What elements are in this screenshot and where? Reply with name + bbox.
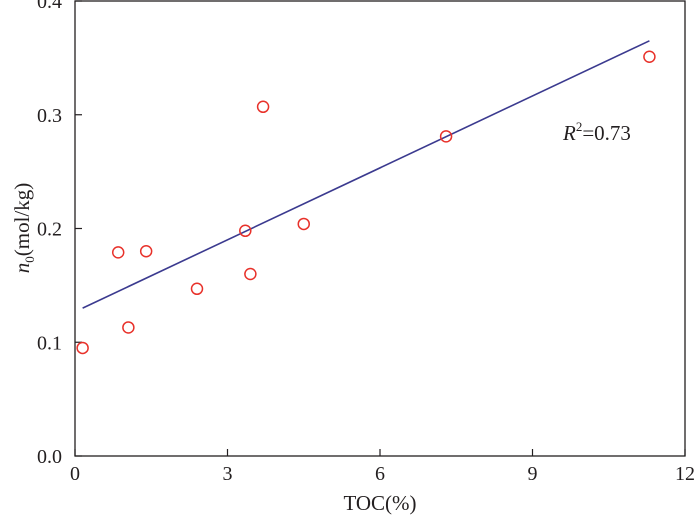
x-tick-label: 6 — [375, 463, 385, 485]
r-squared-value: =0.73 — [582, 121, 631, 145]
y-tick-label: 0.2 — [37, 219, 62, 241]
y-tick-label: 0.3 — [37, 105, 62, 127]
data-point — [439, 130, 453, 143]
data-point — [190, 282, 204, 296]
x-tick-label: 0 — [70, 463, 80, 485]
y-axis-label-unit: (mol/kg) — [10, 183, 34, 257]
x-tick-label: 9 — [528, 463, 538, 485]
y-axis-label-subscript: 0 — [22, 256, 37, 263]
y-tick-label: 0.1 — [37, 332, 62, 354]
regression-line — [82, 40, 650, 309]
data-point — [111, 246, 125, 259]
data-point — [239, 224, 252, 238]
plot-frame — [74, 0, 686, 457]
data-point — [122, 321, 135, 334]
y-tick-label: 0.4 — [37, 0, 62, 13]
data-point — [76, 341, 89, 355]
x-tick-label: 3 — [223, 463, 233, 485]
data-point — [297, 217, 310, 231]
y-axis-label: n0(mol/kg) — [10, 183, 37, 274]
r-squared-superscript: 2 — [576, 119, 583, 134]
y-axis-label-main: n — [10, 263, 34, 274]
y-tick-label: 0.0 — [37, 446, 62, 468]
x-axis-ticks: 0 3 6 9 12 — [70, 449, 695, 485]
data-point — [256, 100, 270, 114]
data-point — [139, 245, 153, 258]
y-axis-ticks: 0.0 0.1 0.2 0.3 0.4 — [37, 0, 82, 468]
data-point — [643, 50, 656, 63]
r-squared-annotation: R2=0.73 — [562, 119, 631, 145]
x-tick-label: 12 — [675, 463, 695, 485]
r-squared-symbol: R — [562, 121, 576, 145]
data-point-layer — [76, 50, 656, 355]
data-point — [244, 267, 257, 281]
fit-line-layer — [82, 40, 650, 309]
x-axis-label: TOC(%) — [343, 491, 416, 515]
